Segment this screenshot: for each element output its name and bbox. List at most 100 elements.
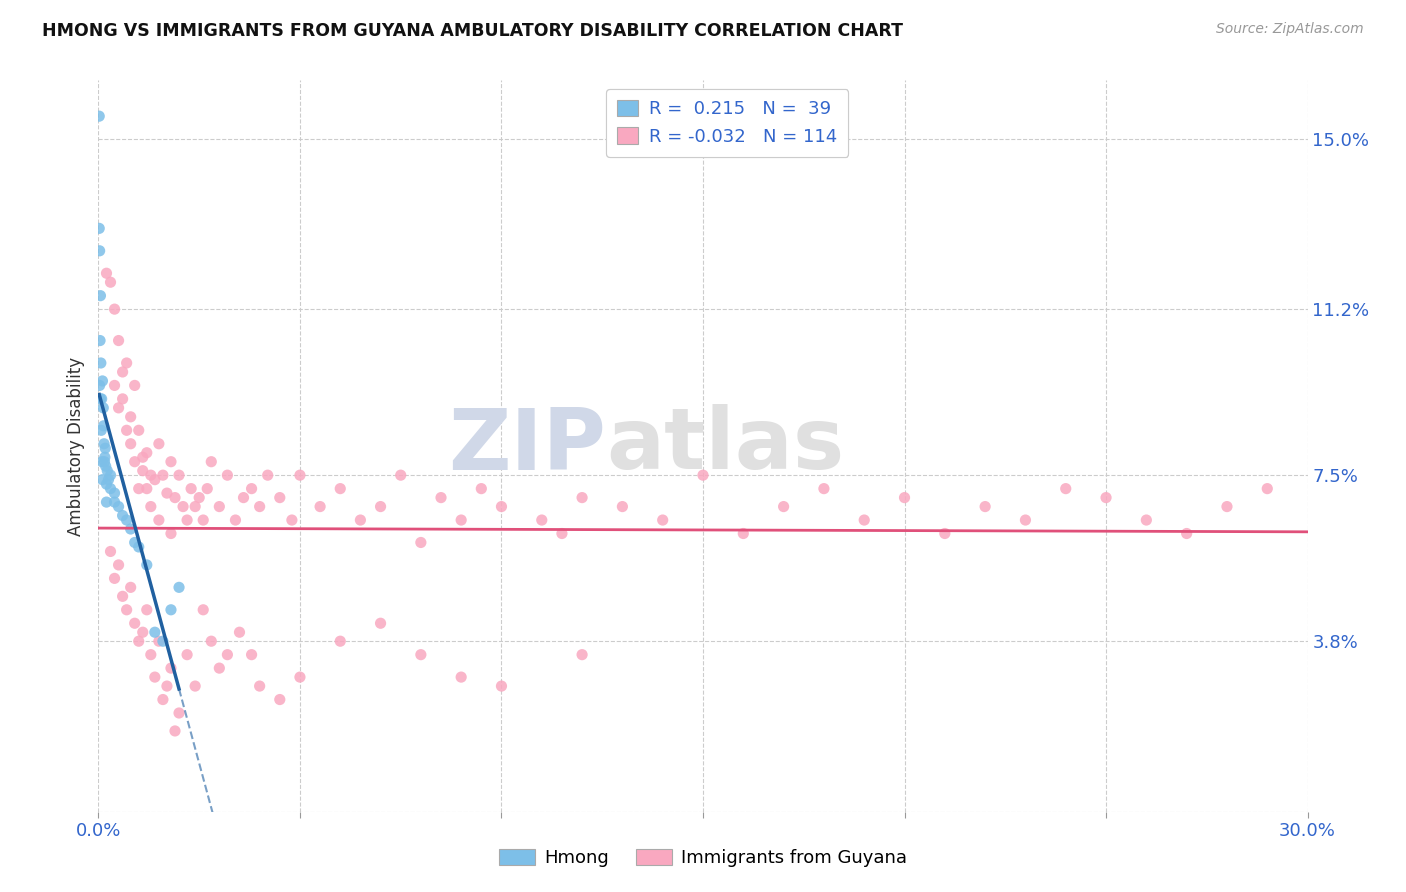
Point — [93, 436, 115, 450]
Point — [329, 482, 352, 496]
Point — [139, 500, 162, 514]
Point — [934, 526, 956, 541]
Point — [309, 500, 332, 514]
Point — [132, 464, 155, 478]
Point — [389, 468, 412, 483]
Point — [288, 670, 311, 684]
Point — [180, 482, 202, 496]
Point — [90, 392, 112, 406]
Point — [93, 418, 115, 433]
Point — [269, 491, 291, 505]
Point — [269, 692, 291, 706]
Point — [135, 603, 157, 617]
Point — [193, 603, 215, 617]
Point — [200, 455, 222, 469]
Legend: Hmong, Immigrants from Guyana: Hmong, Immigrants from Guyana — [492, 841, 914, 874]
Point — [96, 495, 118, 509]
Point — [224, 513, 246, 527]
Point — [491, 500, 513, 514]
Point — [132, 450, 155, 465]
Point — [1175, 526, 1198, 541]
Point — [167, 706, 190, 720]
Point — [195, 482, 218, 496]
Point — [94, 442, 117, 456]
Point — [96, 464, 118, 478]
Point — [200, 634, 222, 648]
Point — [91, 401, 114, 415]
Point — [148, 513, 170, 527]
Point — [349, 513, 371, 527]
Point — [124, 378, 146, 392]
Point — [111, 365, 134, 379]
Point — [103, 495, 125, 509]
Point — [1135, 513, 1157, 527]
Point — [409, 535, 432, 549]
Point — [188, 491, 211, 505]
Point — [208, 661, 231, 675]
Text: HMONG VS IMMIGRANTS FROM GUYANA AMBULATORY DISABILITY CORRELATION CHART: HMONG VS IMMIGRANTS FROM GUYANA AMBULATO… — [42, 22, 903, 40]
Point — [96, 266, 118, 280]
Legend: R =  0.215   N =  39, R = -0.032   N = 114: R = 0.215 N = 39, R = -0.032 N = 114 — [606, 89, 848, 156]
Point — [184, 500, 207, 514]
Point — [91, 473, 114, 487]
Point — [193, 513, 215, 527]
Point — [1256, 482, 1278, 496]
Point — [160, 455, 183, 469]
Point — [370, 500, 392, 514]
Point — [96, 477, 118, 491]
Point — [1095, 491, 1118, 505]
Point — [733, 526, 755, 541]
Text: Source: ZipAtlas.com: Source: ZipAtlas.com — [1216, 22, 1364, 37]
Point — [450, 513, 472, 527]
Point — [217, 648, 239, 662]
Point — [370, 616, 392, 631]
Point — [89, 334, 111, 348]
Point — [132, 625, 155, 640]
Point — [100, 544, 122, 558]
Text: atlas: atlas — [606, 404, 845, 488]
Point — [1014, 513, 1036, 527]
Point — [1216, 500, 1239, 514]
Point — [167, 468, 190, 483]
Point — [148, 634, 170, 648]
Point — [160, 661, 183, 675]
Point — [120, 522, 142, 536]
Point — [240, 648, 263, 662]
Point — [430, 491, 453, 505]
Point — [124, 616, 146, 631]
Point — [89, 221, 111, 235]
Y-axis label: Ambulatory Disability: Ambulatory Disability — [67, 357, 86, 535]
Point — [156, 679, 179, 693]
Point — [139, 648, 162, 662]
Point — [97, 473, 120, 487]
Point — [107, 558, 129, 572]
Point — [143, 670, 166, 684]
Point — [163, 491, 186, 505]
Point — [120, 580, 142, 594]
Point — [152, 468, 174, 483]
Point — [100, 482, 122, 496]
Point — [94, 459, 117, 474]
Point — [124, 535, 146, 549]
Point — [228, 625, 250, 640]
Point — [249, 500, 271, 514]
Point — [571, 648, 593, 662]
Point — [128, 423, 150, 437]
Point — [893, 491, 915, 505]
Point — [89, 244, 111, 258]
Point — [135, 558, 157, 572]
Point — [974, 500, 997, 514]
Point — [551, 526, 574, 541]
Point — [409, 648, 432, 662]
Point — [128, 634, 150, 648]
Point — [249, 679, 271, 693]
Point — [217, 468, 239, 483]
Point — [90, 423, 112, 437]
Point — [772, 500, 794, 514]
Point — [281, 513, 304, 527]
Point — [100, 275, 122, 289]
Point — [89, 392, 111, 406]
Point — [103, 378, 125, 392]
Point — [90, 356, 112, 370]
Point — [167, 580, 190, 594]
